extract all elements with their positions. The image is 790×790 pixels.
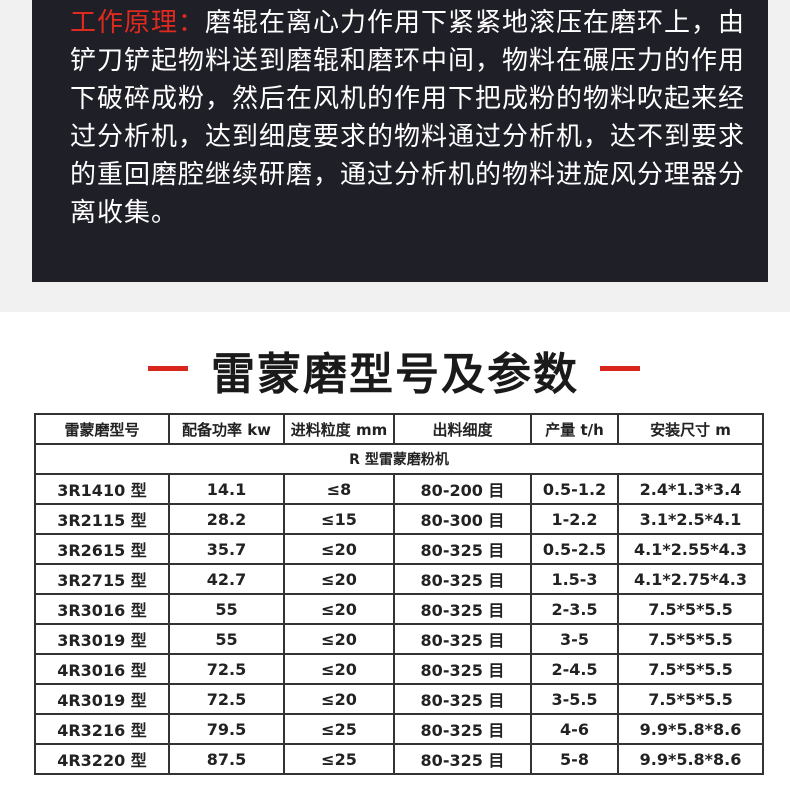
- table-row: 3R3019 型 55 ≤20 80-325 目 3-5 7.5*5*5.5: [34, 623, 764, 655]
- table-cell: 7.5*5*5.5: [617, 623, 764, 655]
- group-row: R 型雷蒙磨粉机: [34, 443, 764, 475]
- table-cell: 79.5: [168, 713, 285, 745]
- table-cell: 3R2115 型: [34, 503, 170, 535]
- table-cell: 72.5: [168, 683, 285, 715]
- table-row: 4R3216 型 79.5 ≤25 80-325 目 4-6 9.9*5.8*8.6: [34, 713, 764, 745]
- intro-text: 工作原理：磨辊在离心力作用下紧紧地滚压在磨环上，由铲刀铲起物料送到磨辊和磨环中间…: [70, 4, 748, 232]
- table-cell: 9.9*5.8*8.6: [617, 743, 764, 775]
- table-cell: 3R2615 型: [34, 533, 170, 565]
- table-cell: 4R3216 型: [34, 713, 170, 745]
- table-row: 4R3019 型 72.5 ≤20 80-325 目 3-5.5 7.5*5*5.5: [34, 683, 764, 715]
- table-row: 3R2115 型 28.2 ≤15 80-300 目 1-2.2 3.1*2.5*4.1: [34, 503, 764, 535]
- table-cell: 80-325 目: [393, 593, 532, 625]
- table-cell: ≤15: [283, 503, 395, 535]
- table-cell: 28.2: [168, 503, 285, 535]
- table-cell: 1.5-3: [530, 563, 619, 595]
- table-cell: 9.9*5.8*8.6: [617, 713, 764, 745]
- table-cell: 55: [168, 593, 285, 625]
- table-cell: 14.1: [168, 473, 285, 505]
- table-cell: 80-325 目: [393, 533, 532, 565]
- table-cell: 80-325 目: [393, 623, 532, 655]
- table-cell: 87.5: [168, 743, 285, 775]
- table-cell: ≤20: [283, 653, 395, 685]
- table-row: 4R3016 型 72.5 ≤20 80-325 目 2-4.5 7.5*5*5.5: [34, 653, 764, 685]
- intro-box: [32, 0, 768, 282]
- table-row: 3R2715 型 42.7 ≤20 80-325 目 1.5-3 4.1*2.75*4.3: [34, 563, 764, 595]
- group-cell: R 型雷蒙磨粉机: [34, 443, 764, 475]
- table-cell: 80-325 目: [393, 653, 532, 685]
- table-row: 3R3016 型 55 ≤20 80-325 目 2-3.5 7.5*5*5.5: [34, 593, 764, 625]
- table-row: 3R1410 型 14.1 ≤8 80-200 目 0.5-1.2 2.4*1.3*3.4: [34, 473, 764, 505]
- table-cell: 72.5: [168, 653, 285, 685]
- table-cell: 80-200 目: [393, 473, 532, 505]
- table-cell: ≤20: [283, 683, 395, 715]
- header-cell: 安装尺寸 m: [617, 413, 764, 445]
- table-row: 4R3220 型 87.5 ≤25 80-325 目 5-8 9.9*5.8*8.6: [34, 743, 764, 775]
- table-cell: 4.1*2.75*4.3: [617, 563, 764, 595]
- header-cell: 配备功率 kw: [168, 413, 285, 445]
- table-cell: 3-5.5: [530, 683, 619, 715]
- intro-label: 工作原理：: [70, 8, 206, 38]
- spec-table: 雷蒙磨型号 配备功率 kw 进料粒度 mm 出料细度 产量 t/h 安装尺寸 m R 型雷…: [34, 413, 764, 775]
- header-row: 雷蒙磨型号 配备功率 kw 进料粒度 mm 出料细度 产量 t/h 安装尺寸 m: [34, 413, 764, 445]
- table-cell: 5-8: [530, 743, 619, 775]
- table-cell: 1-2.2: [530, 503, 619, 535]
- title-dash: [148, 366, 188, 371]
- table-cell: 3R1410 型: [34, 473, 170, 505]
- table-cell: ≤20: [283, 563, 395, 595]
- table-cell: 0.5-2.5: [530, 533, 619, 565]
- table-cell: 7.5*5*5.5: [617, 653, 764, 685]
- table-cell: 4.1*2.55*4.3: [617, 533, 764, 565]
- header-cell: 进料粒度 mm: [283, 413, 395, 445]
- table-cell: 4-6: [530, 713, 619, 745]
- table-cell: 80-325 目: [393, 563, 532, 595]
- table-row: 3R2615 型 35.7 ≤20 80-325 目 0.5-2.5 4.1*2.55*4…: [34, 533, 764, 565]
- intro-band: 工作原理：磨辊在离心力作用下紧紧地滚压在磨环上，由铲刀铲起物料送到磨辊和磨环中间…: [0, 0, 790, 312]
- title-dash: [600, 366, 640, 371]
- table-cell: 80-325 目: [393, 683, 532, 715]
- table-cell: ≤25: [283, 743, 395, 775]
- table-cell: 80-325 目: [393, 743, 532, 775]
- table-cell: 3R2715 型: [34, 563, 170, 595]
- section-title: 雷蒙磨型号及参数: [211, 349, 579, 400]
- table-cell: 7.5*5*5.5: [617, 593, 764, 625]
- table-cell: 2.4*1.3*3.4: [617, 473, 764, 505]
- table-cell: 7.5*5*5.5: [617, 683, 764, 715]
- table-cell: 0.5-1.2: [530, 473, 619, 505]
- intro-body: 磨辊在离心力作用下紧紧地滚压在磨环上，由铲刀铲起物料送到磨辊和磨环中间，物料在碾…: [70, 8, 746, 228]
- table-cell: ≤25: [283, 713, 395, 745]
- table-cell: 4R3016 型: [34, 653, 170, 685]
- table-cell: 80-325 目: [393, 713, 532, 745]
- table-cell: 3-5: [530, 623, 619, 655]
- table-cell: ≤20: [283, 593, 395, 625]
- table-cell: 3R3016 型: [34, 593, 170, 625]
- table-cell: ≤20: [283, 533, 395, 565]
- table-cell: 35.7: [168, 533, 285, 565]
- table-body: R 型雷蒙磨粉机 3R1410 型 14.1 ≤8 80-200 目 0.5-1.2 2.4…: [34, 443, 764, 775]
- table-cell: 4R3220 型: [34, 743, 170, 775]
- table-cell: ≤20: [283, 623, 395, 655]
- table-cell: 3R3019 型: [34, 623, 170, 655]
- table-cell: 4R3019 型: [34, 683, 170, 715]
- table-cell: 2-3.5: [530, 593, 619, 625]
- table-cell: 55: [168, 623, 285, 655]
- table-cell: 2-4.5: [530, 653, 619, 685]
- header-cell: 雷蒙磨型号: [34, 413, 170, 445]
- header-cell: 产量 t/h: [530, 413, 619, 445]
- table-cell: 3.1*2.5*4.1: [617, 503, 764, 535]
- table-cell: 80-300 目: [393, 503, 532, 535]
- header-cell: 出料细度: [393, 413, 532, 445]
- table-cell: 42.7: [168, 563, 285, 595]
- table-cell: ≤8: [283, 473, 395, 505]
